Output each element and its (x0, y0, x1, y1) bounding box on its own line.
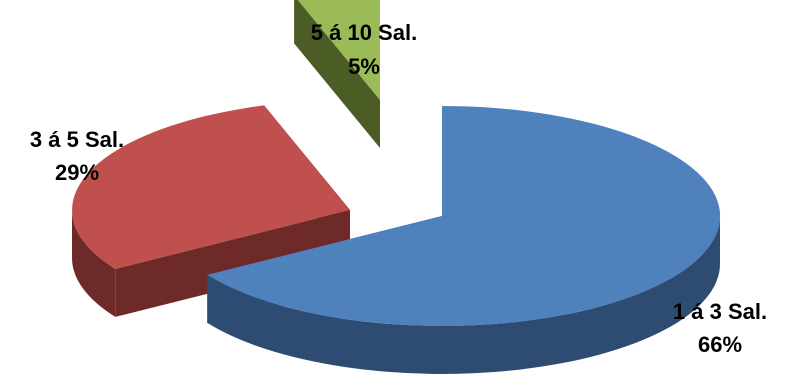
slice-top-blue (207, 105, 721, 327)
slice-percent-red: 29% (55, 160, 99, 185)
slice-wall-blue (207, 216, 721, 374)
slice-tops (72, 0, 721, 327)
slice-label-red: 3 á 5 Sal. (30, 127, 124, 152)
slice-label-green: 5 á 10 Sal. (311, 20, 417, 45)
slice-percent-green: 5% (348, 54, 380, 79)
slice-top-red (72, 105, 350, 269)
slice-face-red-0 (115, 210, 350, 317)
slice-percent-blue: 66% (698, 332, 742, 357)
slice-label-blue: 1 á 3 Sal. (673, 299, 767, 324)
slice-face-green-0 (294, 0, 380, 148)
slice-top-green (297, 0, 380, 100)
slice-wall-red (72, 210, 116, 317)
